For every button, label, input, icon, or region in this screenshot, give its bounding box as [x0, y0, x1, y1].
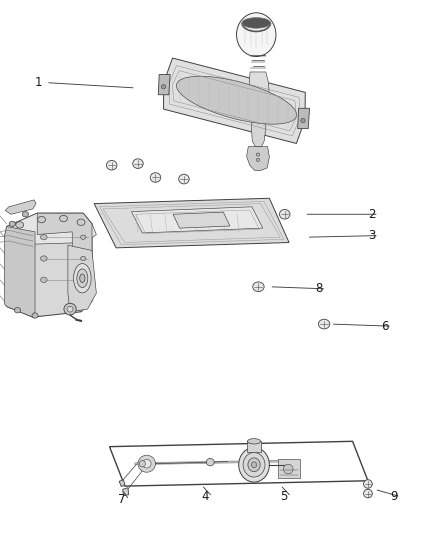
Ellipse shape [279, 209, 290, 219]
Polygon shape [251, 110, 266, 147]
Ellipse shape [301, 118, 305, 123]
Ellipse shape [81, 256, 86, 261]
Ellipse shape [67, 306, 73, 312]
Bar [278, 459, 300, 478]
Polygon shape [7, 213, 92, 317]
Polygon shape [163, 58, 305, 143]
Ellipse shape [16, 222, 24, 228]
Polygon shape [37, 213, 92, 312]
Ellipse shape [161, 85, 166, 89]
Ellipse shape [14, 308, 21, 313]
Polygon shape [5, 200, 36, 214]
Ellipse shape [41, 277, 47, 282]
Ellipse shape [22, 212, 28, 217]
Polygon shape [68, 245, 96, 312]
Ellipse shape [41, 235, 47, 240]
Polygon shape [247, 147, 269, 171]
Text: 8: 8 [315, 282, 323, 295]
Ellipse shape [179, 174, 189, 184]
Ellipse shape [60, 215, 67, 222]
Ellipse shape [206, 458, 214, 466]
Ellipse shape [248, 458, 260, 472]
Ellipse shape [239, 447, 269, 482]
Ellipse shape [81, 235, 86, 239]
Ellipse shape [77, 219, 85, 225]
Ellipse shape [32, 313, 38, 318]
Ellipse shape [150, 173, 161, 182]
Ellipse shape [38, 216, 46, 223]
Polygon shape [94, 198, 289, 248]
Text: 9: 9 [390, 490, 397, 503]
Ellipse shape [9, 221, 15, 227]
Ellipse shape [106, 160, 117, 170]
Polygon shape [158, 75, 170, 95]
Polygon shape [123, 488, 129, 496]
Polygon shape [131, 207, 263, 233]
Ellipse shape [364, 489, 372, 498]
Ellipse shape [138, 455, 155, 472]
Polygon shape [173, 212, 230, 228]
Text: 1: 1 [35, 76, 42, 89]
Text: 6: 6 [381, 320, 389, 333]
Ellipse shape [283, 464, 293, 474]
Ellipse shape [177, 76, 297, 124]
Ellipse shape [81, 278, 86, 282]
Polygon shape [298, 108, 310, 128]
Ellipse shape [247, 439, 261, 444]
Ellipse shape [364, 480, 372, 488]
Ellipse shape [256, 153, 260, 156]
Ellipse shape [64, 303, 76, 315]
Polygon shape [249, 72, 269, 109]
Ellipse shape [77, 269, 88, 288]
Text: 7: 7 [118, 494, 126, 506]
Ellipse shape [80, 274, 85, 282]
Polygon shape [4, 213, 96, 244]
Ellipse shape [242, 18, 270, 28]
Text: 4: 4 [201, 490, 209, 503]
Ellipse shape [253, 282, 264, 292]
Ellipse shape [237, 13, 276, 56]
Bar [247, 441, 261, 452]
Polygon shape [119, 480, 125, 487]
Text: 2: 2 [368, 208, 375, 221]
Ellipse shape [318, 319, 330, 329]
Ellipse shape [41, 256, 47, 261]
Text: 5: 5 [280, 490, 288, 503]
Ellipse shape [142, 459, 151, 468]
Ellipse shape [74, 263, 91, 293]
Ellipse shape [133, 159, 143, 168]
Ellipse shape [251, 462, 257, 468]
Text: 3: 3 [368, 229, 375, 242]
Ellipse shape [256, 158, 260, 161]
Ellipse shape [243, 453, 265, 477]
Ellipse shape [139, 461, 145, 467]
Polygon shape [4, 227, 35, 317]
